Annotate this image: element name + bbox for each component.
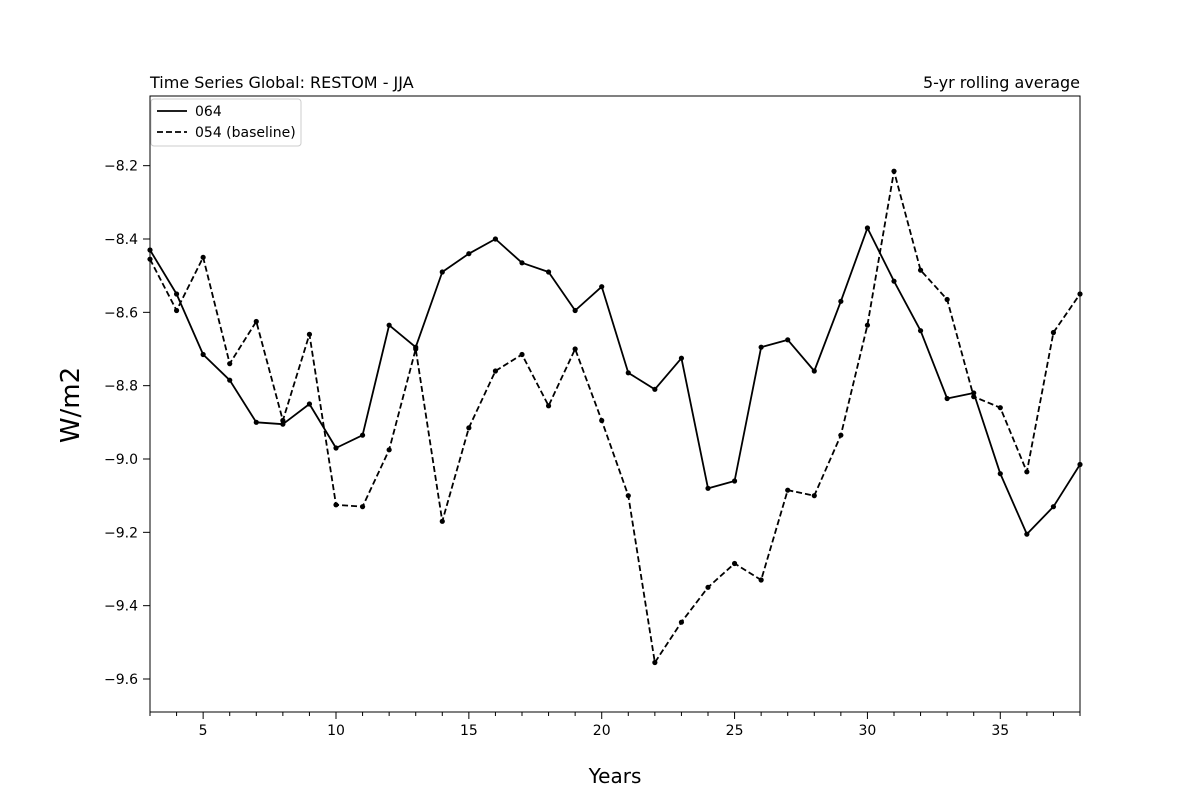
series-line-054-baseline xyxy=(149,170,1081,664)
data-point-064 xyxy=(333,445,339,451)
legend-label-064: 064 xyxy=(195,104,222,120)
axis-ticks: 5 10 15 20 25 30 35 −9.6 −9.4 −9.2 −9.0 −8.8 −8.6 −8.… xyxy=(104,159,1081,739)
data-point-064 xyxy=(466,251,472,257)
data-point-054-baseline xyxy=(280,417,286,424)
y-tick-label: −9.6 xyxy=(104,672,138,688)
data-point-054-baseline xyxy=(439,518,445,524)
data-point-064 xyxy=(200,351,206,358)
data-point-064 xyxy=(173,291,180,297)
x-tick-label: 35 xyxy=(991,723,1009,739)
data-point-064 xyxy=(519,260,525,266)
data-point-054-baseline xyxy=(545,403,552,409)
y-tick-label: −9.4 xyxy=(104,599,138,615)
legend-label-054-baseline: 054 (baseline) xyxy=(195,125,296,141)
data-point-064 xyxy=(731,478,738,484)
data-point-054-baseline xyxy=(492,368,499,374)
data-point-054-baseline xyxy=(785,487,791,493)
data-point-064 xyxy=(838,298,844,304)
x-tick-label: 30 xyxy=(859,723,877,739)
x-tick-label: 20 xyxy=(593,723,611,739)
data-point-054-baseline xyxy=(1024,469,1030,475)
data-point-054-baseline xyxy=(173,307,180,314)
data-point-054-baseline xyxy=(333,502,339,508)
data-point-054-baseline xyxy=(731,560,738,567)
data-point-054-baseline xyxy=(705,584,711,590)
data-point-054-baseline xyxy=(413,346,419,352)
series-line-064 xyxy=(149,227,1081,536)
data-point-064 xyxy=(705,485,711,491)
data-point-064 xyxy=(359,432,366,438)
data-point-064 xyxy=(758,344,764,350)
x-axis-label: Years xyxy=(588,764,642,788)
data-point-064 xyxy=(785,337,791,343)
legend: 064 054 (baseline) xyxy=(150,98,302,147)
data-point-064 xyxy=(306,401,313,407)
data-point-064 xyxy=(439,269,445,275)
data-point-054-baseline xyxy=(1050,329,1057,336)
x-tick-label: 10 xyxy=(327,723,345,739)
data-point-054-baseline xyxy=(864,322,871,328)
data-point-054-baseline xyxy=(306,331,313,337)
x-tick-label: 15 xyxy=(460,723,478,739)
data-point-064 xyxy=(492,236,499,242)
series-054-baseline xyxy=(147,168,1083,666)
data-point-054-baseline xyxy=(359,504,366,510)
chart-title: Time Series Global: RESTOM - JJA xyxy=(149,73,414,92)
y-tick-label: −8.2 xyxy=(104,159,138,175)
data-point-054-baseline xyxy=(200,254,206,260)
data-point-064 xyxy=(1024,531,1030,537)
data-point-064 xyxy=(280,421,286,427)
data-point-054-baseline xyxy=(253,318,259,325)
y-tick-label: −8.8 xyxy=(104,379,138,395)
chart-subtitle: 5-yr rolling average xyxy=(923,73,1080,92)
plot-frame xyxy=(149,95,1081,713)
data-point-064 xyxy=(599,284,605,290)
y-tick-label: −9.0 xyxy=(104,452,138,468)
data-point-054-baseline xyxy=(519,351,525,358)
data-point-054-baseline xyxy=(891,168,897,174)
data-point-064 xyxy=(997,471,1003,477)
data-point-064 xyxy=(917,328,924,334)
data-point-064 xyxy=(625,370,631,376)
data-point-054-baseline xyxy=(917,267,924,273)
y-tick-label: −9.2 xyxy=(104,525,138,541)
x-tick-label: 25 xyxy=(726,723,744,739)
data-point-054-baseline xyxy=(971,394,977,400)
data-point-054-baseline xyxy=(625,493,631,499)
data-point-064 xyxy=(227,377,233,383)
data-point-054-baseline xyxy=(227,361,233,367)
legend-box xyxy=(150,98,302,147)
y-tick-label: −8.4 xyxy=(104,232,138,248)
data-point-054-baseline xyxy=(944,296,950,303)
y-axis-label: W/m2 xyxy=(56,367,86,443)
data-point-064 xyxy=(386,322,392,328)
data-point-064 xyxy=(891,278,897,284)
data-point-054-baseline xyxy=(758,577,764,583)
data-point-064 xyxy=(864,225,871,231)
data-point-054-baseline xyxy=(678,619,685,625)
data-point-064 xyxy=(253,419,259,425)
data-point-064 xyxy=(652,386,658,392)
data-point-054-baseline xyxy=(997,405,1003,411)
data-point-054-baseline xyxy=(652,659,658,666)
data-point-054-baseline xyxy=(838,432,844,438)
data-point-054-baseline xyxy=(466,425,472,431)
data-point-054-baseline xyxy=(386,447,392,453)
x-tick-label: 5 xyxy=(199,723,208,739)
y-tick-label: −8.6 xyxy=(104,305,138,321)
data-point-054-baseline xyxy=(599,417,605,424)
series-064 xyxy=(147,225,1083,537)
data-point-064 xyxy=(572,307,578,314)
data-point-064 xyxy=(1050,504,1057,510)
data-point-054-baseline xyxy=(572,346,578,352)
data-point-064 xyxy=(811,368,817,374)
data-point-064 xyxy=(944,395,950,402)
data-point-054-baseline xyxy=(811,493,817,499)
data-point-064 xyxy=(678,355,685,361)
series-layer xyxy=(147,168,1083,666)
data-point-064 xyxy=(545,269,552,275)
